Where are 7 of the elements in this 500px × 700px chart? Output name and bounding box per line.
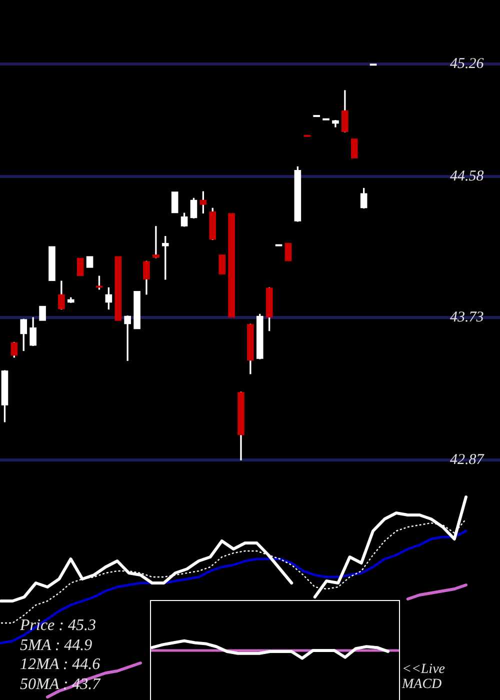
y-tick-label: 43.73: [450, 309, 484, 326]
y-tick-label: 45.26: [450, 56, 484, 72]
y-tick-label: 44.58: [450, 168, 484, 185]
annotation: <<Live MACD: [402, 662, 445, 692]
annotation: 5MA : 44.9: [20, 636, 92, 654]
y-tick-label: 42.87: [450, 452, 486, 468]
annotation: 12MA : 44.6: [20, 656, 100, 673]
